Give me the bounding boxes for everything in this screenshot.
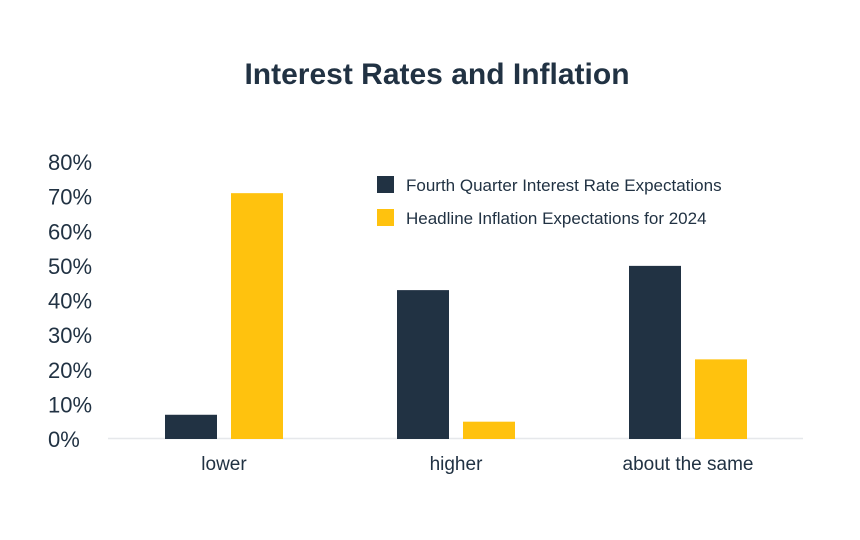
bars [165, 193, 747, 439]
y-tick-label: 20% [48, 358, 92, 383]
legend-label: Fourth Quarter Interest Rate Expectation… [406, 176, 722, 195]
y-tick-label: 50% [48, 254, 92, 279]
y-tick-label: 60% [48, 219, 92, 244]
x-category-label: higher [430, 454, 483, 475]
y-tick-label: 10% [48, 392, 92, 417]
bar-inflation-1 [463, 421, 515, 439]
legend-swatch [377, 209, 394, 226]
legend-label: Headline Inflation Expectations for 2024 [406, 209, 707, 228]
x-category-label: lower [201, 454, 247, 475]
y-tick-label: 30% [48, 323, 92, 348]
bar-interest-rate-2 [629, 265, 681, 439]
chart-title: Interest Rates and Inflation [244, 58, 629, 91]
bar-inflation-2 [695, 359, 747, 439]
x-category-label: about the same [623, 454, 754, 475]
y-tick-label: 40% [48, 289, 92, 314]
y-tick-label: 80% [48, 150, 92, 175]
legend-swatch [377, 176, 394, 193]
legend: Fourth Quarter Interest Rate Expectation… [377, 176, 722, 228]
x-axis: lower higher about the same [201, 454, 753, 475]
y-tick-label: 70% [48, 185, 92, 210]
y-tick-label: 0% [48, 427, 80, 452]
bar-interest-rate-0 [165, 414, 217, 439]
y-axis: 0% 10% 20% 30% 40% 50% 60% 70% 80% [48, 150, 92, 452]
bar-inflation-0 [231, 193, 283, 439]
bar-interest-rate-1 [397, 290, 449, 439]
